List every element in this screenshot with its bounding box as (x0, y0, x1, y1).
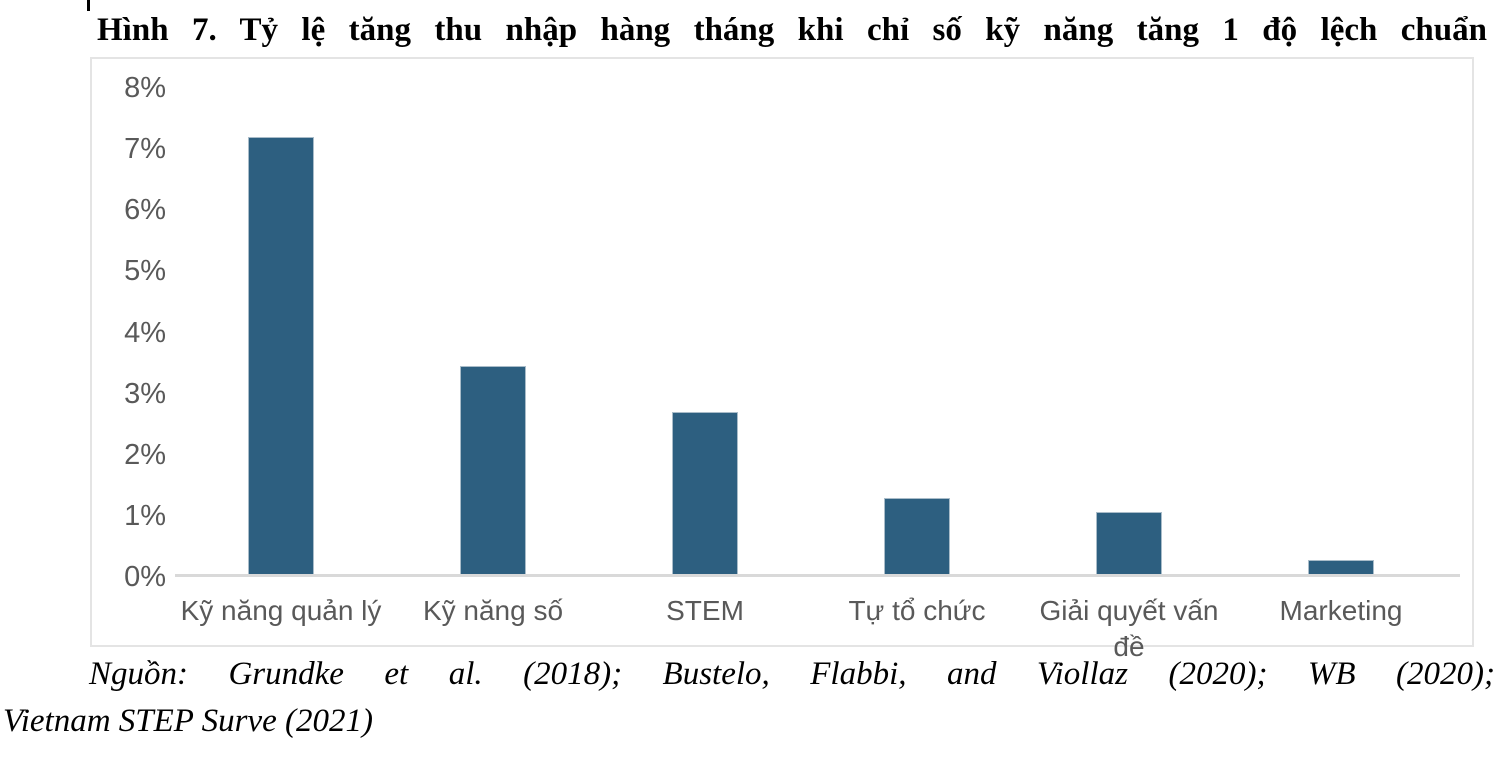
category-label: Kỹ năng số (422, 595, 564, 626)
bar-2 (460, 366, 526, 577)
y-tick-label: 5% (124, 255, 166, 287)
bar-slot (599, 59, 811, 577)
y-tick-label: 0% (124, 561, 166, 593)
source-note-line-2: Vietnam STEP Surve (2021) (3, 703, 373, 739)
x-axis-category-labels: Kỹ năng quản lý Kỹ năng số STEM Tự tổ chức G… (175, 593, 1447, 665)
bar-slot (175, 59, 387, 577)
y-tick-label: 8% (124, 72, 166, 104)
bars-plot-area (175, 59, 1447, 577)
bar-slot (1235, 59, 1447, 577)
category-label: Kỹ năng quản lý (180, 595, 382, 626)
category-label: Giải quyết vấn đề (1039, 595, 1219, 662)
x-axis-baseline (175, 574, 1460, 577)
figure-title: Hình 7. Tỷ lệ tăng thu nhập hàng tháng k… (97, 12, 1487, 48)
y-tick-label: 6% (124, 194, 166, 226)
bar-slot (387, 59, 599, 577)
category-label: Marketing (1279, 595, 1403, 626)
bar-4 (884, 498, 950, 577)
source-note-line-1: Nguồn: Grundke et al. (2018); Bustelo, F… (89, 656, 1495, 692)
bar-1 (248, 137, 314, 577)
y-tick-label: 3% (124, 378, 166, 410)
bar-slot (1023, 59, 1235, 577)
category-label: Tự tổ chức (848, 595, 986, 626)
bar-slot (811, 59, 1023, 577)
y-tick-label: 7% (124, 133, 166, 165)
category-label: STEM (666, 595, 744, 626)
bar-6 (1308, 560, 1374, 577)
y-tick-label: 2% (124, 439, 166, 471)
text-cursor-mark (87, 0, 90, 11)
bar-3 (672, 412, 738, 577)
bar-chart: 8% 7% 6% 5% 4% 3% 2% 1% 0% Kỹ năng quản lý Kỹ năn… (90, 57, 1474, 662)
y-tick-label: 1% (124, 500, 166, 532)
bar-5 (1096, 512, 1162, 577)
y-tick-label: 4% (124, 317, 166, 349)
source-note: Nguồn: Grundke et al. (2018); Bustelo, F… (3, 651, 1495, 745)
